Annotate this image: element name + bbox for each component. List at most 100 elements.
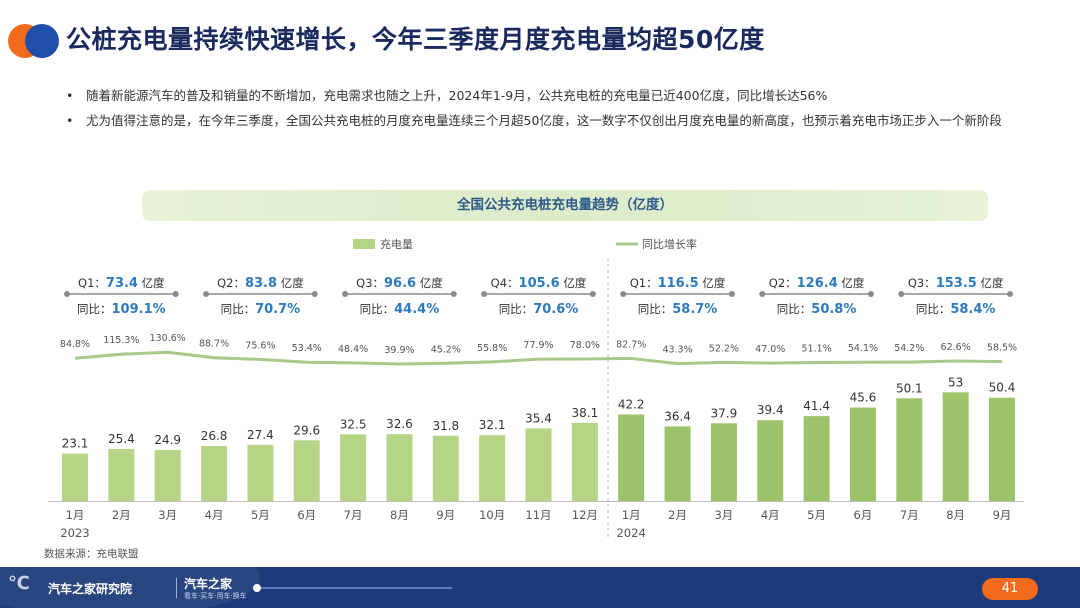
growth-rate-label: 82.7% <box>616 339 646 350</box>
growth-rate-label: 39.9% <box>384 345 414 356</box>
growth-rate-line <box>74 350 1003 366</box>
x-tick-label: 5月 <box>251 508 270 522</box>
bar-11 <box>525 428 552 501</box>
x-tick-label: 4月 <box>205 508 224 522</box>
bullet-list: 随着新能源汽车的普及和销量的不断增加，充电需求也随之上升，2024年1-9月，公… <box>62 86 1052 136</box>
quarter-divider-dot <box>867 291 874 297</box>
bar-value-label: 37.9 <box>711 406 738 420</box>
bar-value-label: 32.5 <box>340 417 367 431</box>
bar-6 <box>293 440 320 501</box>
bar-value-label: 42.2 <box>618 397 645 411</box>
bar-value-label: 24.9 <box>154 433 181 447</box>
quarter-divider-dot <box>728 291 735 297</box>
bar-13 <box>618 414 645 501</box>
bar-7 <box>340 434 367 501</box>
quarter-total: Q2：126.4 亿度 <box>769 276 865 291</box>
bar-value-label: 50.1 <box>896 381 923 395</box>
footer-bar: ℃ 汽车之家研究院 汽车之家 看车·买车·用车·换车 41 <box>0 567 1080 608</box>
bar-2 <box>108 448 135 501</box>
blue-circle <box>25 24 59 58</box>
legend-label-line: 同比增长率 <box>642 237 697 251</box>
bar-value-label: 25.4 <box>108 432 135 446</box>
x-tick-label: 11月 <box>525 508 551 522</box>
page-number: 41 <box>982 578 1038 600</box>
growth-rate-label: 58.5% <box>987 343 1017 354</box>
quarter-divider-dot <box>759 291 766 297</box>
bar-value-label: 53 <box>948 375 963 389</box>
bar-value-label: 32.6 <box>386 417 413 431</box>
growth-rate-label: 51.1% <box>802 344 832 355</box>
quarter-divider-dot <box>1007 291 1013 297</box>
growth-rate-label: 54.2% <box>894 343 924 354</box>
quarter-total: Q1：116.5 亿度 <box>630 276 726 291</box>
growth-rate-label: 45.2% <box>431 344 461 355</box>
bar-15 <box>710 423 737 501</box>
bar-value-label: 27.4 <box>247 428 274 442</box>
bar-4 <box>201 446 228 501</box>
bar-value-label: 36.4 <box>664 409 691 423</box>
quarter-divider-dot <box>64 291 70 297</box>
quarter-total: Q3：153.5 亿度 <box>908 276 1004 291</box>
quarter-divider-dot <box>450 291 457 297</box>
quarter-divider-dot <box>481 291 488 297</box>
quarter-total: Q4：105.6 亿度 <box>491 276 587 291</box>
bullet-item: 随着新能源汽车的普及和销量的不断增加，充电需求也随之上升，2024年1-9月，公… <box>62 86 1052 106</box>
bar-value-label: 41.4 <box>803 399 830 413</box>
data-source: 数据来源：充电联盟 <box>44 547 139 560</box>
footer-org-name: 汽车之家研究院 <box>48 582 133 596</box>
growth-rate-label: 43.3% <box>662 345 692 356</box>
brand-logo <box>8 22 60 60</box>
x-tick-label: 6月 <box>297 508 316 522</box>
growth-rate-label: 53.4% <box>292 343 322 354</box>
bar-17 <box>803 416 830 501</box>
x-tick-label: 4月 <box>761 508 780 522</box>
bar-16 <box>757 420 784 501</box>
bar-18 <box>849 407 876 501</box>
bar-10 <box>479 435 506 501</box>
bar-8 <box>386 434 413 501</box>
x-tick-label: 7月 <box>900 508 919 522</box>
bar-1 <box>62 453 88 501</box>
bar-value-label: 45.6 <box>850 391 877 405</box>
quarter-yoy: 同比：50.8% <box>777 302 857 317</box>
x-tick-label: 2月 <box>668 508 687 522</box>
growth-rate-label: 88.7% <box>199 339 229 350</box>
footer-tagline: 看车·买车·用车·换车 <box>184 592 247 600</box>
bar-21 <box>989 397 1015 501</box>
bar-value-label: 23.1 <box>62 437 89 451</box>
bar-20 <box>942 392 969 501</box>
growth-rate-label: 84.8% <box>60 339 90 350</box>
x-tick-label: 10月 <box>479 508 505 522</box>
quarter-yoy: 同比：109.1% <box>77 302 166 317</box>
quarter-yoy: 同比：70.6% <box>499 302 579 317</box>
growth-rate-label: 77.9% <box>523 340 553 351</box>
quarter-divider-dot <box>203 291 210 297</box>
quarter-yoy: 同比：58.4% <box>916 302 996 317</box>
watermark-logo: ℃ <box>8 573 30 594</box>
x-tick-label: 9月 <box>436 508 455 522</box>
bar-value-label: 26.8 <box>201 429 228 443</box>
x-tick-label: 7月 <box>344 508 363 522</box>
x-tick-label: 6月 <box>854 508 873 522</box>
quarter-yoy: 同比：58.7% <box>638 302 718 317</box>
growth-rate-label: 54.1% <box>848 343 878 354</box>
footer-curve-decoration <box>0 567 260 608</box>
bar-value-label: 39.4 <box>757 403 784 417</box>
legend-swatch-bar <box>353 239 375 249</box>
bar-value-label: 32.1 <box>479 418 506 432</box>
growth-rate-label: 52.2% <box>709 343 739 354</box>
growth-rate-label: 47.0% <box>755 344 785 355</box>
footer-brand: 汽车之家 <box>184 577 233 591</box>
bar-19 <box>896 398 923 501</box>
chart-title-banner: 全国公共充电桩充电量趋势（亿度） <box>142 190 988 221</box>
quarter-total: Q1：73.4 亿度 <box>78 276 165 291</box>
quarter-yoy: 同比：70.7% <box>221 302 301 317</box>
year-label: 2024 <box>617 526 646 540</box>
bar-value-label: 31.8 <box>432 419 459 433</box>
quarter-yoy: 同比：44.4% <box>360 302 440 317</box>
growth-rate-label: 48.4% <box>338 344 368 355</box>
x-tick-label: 2月 <box>112 508 131 522</box>
bar-3 <box>154 449 181 501</box>
x-tick-label: 1月 <box>66 508 85 522</box>
